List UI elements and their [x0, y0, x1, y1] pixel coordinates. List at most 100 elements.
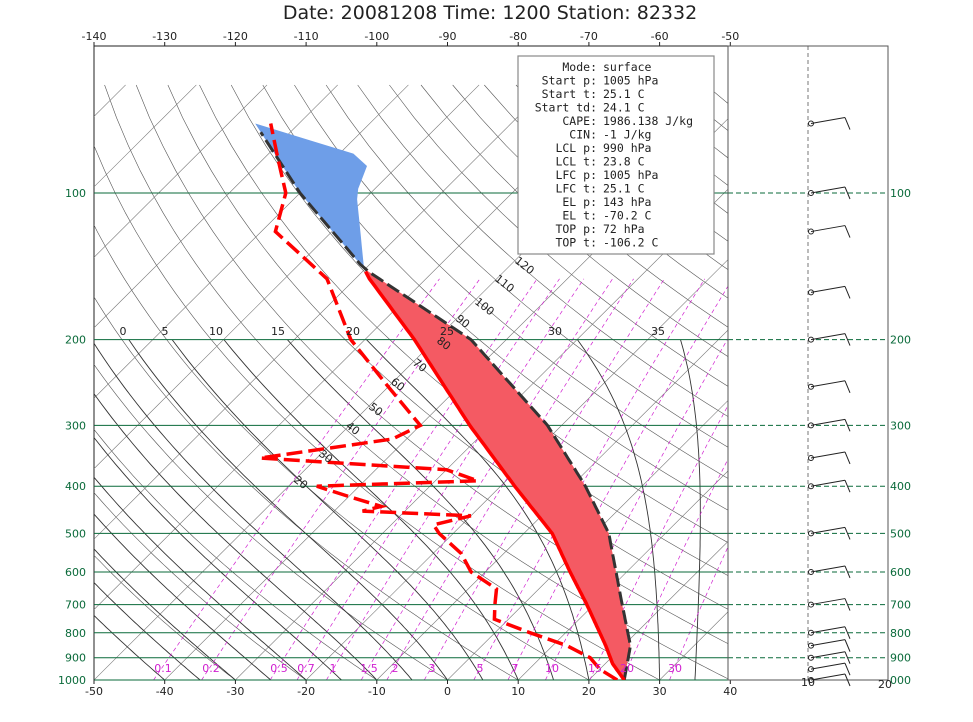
top-tick-label: -60 [651, 30, 669, 43]
info-value: 1005 hPa [603, 74, 658, 88]
wind-barb-shaft [810, 639, 846, 647]
moist-adiabat-line [680, 339, 701, 680]
bottom-tick-label: 10 [511, 685, 525, 698]
pressure-axis-right: 100 200 300 400 500 600 700 800 900 000 [890, 187, 911, 687]
info-label: Start t: [542, 87, 597, 101]
bottom-tick-label: 0 [444, 685, 451, 698]
dry-adiabat-label: 110 [492, 272, 517, 295]
info-label: EL t: [562, 209, 597, 223]
isotherm-line [94, 84, 480, 470]
cin-area [255, 123, 367, 269]
dry-adiabat-label: 40 [343, 419, 362, 438]
pressure-tick-label: 600 [65, 566, 86, 579]
pressure-tick-label: 200 [65, 334, 86, 347]
pressure-tick-label-right: 100 [890, 187, 911, 200]
wind-barb-shaft [810, 451, 846, 459]
bottom-tick-label: -20 [297, 685, 315, 698]
moist-adiabat-label: 5 [162, 325, 169, 338]
isotherm-line [376, 329, 728, 680]
top-tick-label: -130 [152, 30, 177, 43]
top-tick-label: -140 [82, 30, 107, 43]
top-tick-label: -70 [580, 30, 598, 43]
dry-adiabat-line [262, 84, 728, 511]
moist-adiabat-line [94, 392, 378, 680]
isotherm-line [588, 540, 728, 680]
pressure-tick-label: 900 [65, 652, 86, 665]
pressure-tick-label: 800 [65, 627, 86, 640]
bottom-tick-label: 30 [653, 685, 667, 698]
pressure-tick-label: 300 [65, 419, 86, 432]
dry-adiabat-line [738, 85, 973, 690]
info-label: LCL p: [555, 141, 597, 155]
bottom-tick-label: 20 [582, 685, 596, 698]
moist-adiabat-label: 0 [120, 325, 127, 338]
info-label: LFC p: [555, 168, 597, 182]
info-value: surface [603, 60, 652, 74]
wind-barb-shaft [810, 626, 846, 634]
dry-adiabat-line [94, 363, 449, 680]
isotherm-line [791, 85, 973, 690]
info-value: 25.1 C [603, 182, 645, 196]
wind-barb-feather [844, 673, 851, 687]
bottom-tick-label: -40 [156, 685, 174, 698]
moist-adiabats [94, 339, 761, 680]
info-value: 24.1 C [603, 101, 645, 115]
dry-adiabat-line [357, 84, 728, 417]
dry-adiabat-line [325, 84, 728, 448]
moist-adiabat-label: 20 [346, 325, 360, 338]
wind-barb-feather [844, 333, 851, 346]
top-tick-label: -100 [364, 30, 389, 43]
bottom-tick-label: -10 [368, 685, 386, 698]
mixing-ratio-label: 0.5 [270, 662, 288, 675]
pressure-tick-label-right: 300 [890, 419, 911, 432]
top-axis: -140 -130 -120 -110 -100 -90 -80 -70 -60 -50 [82, 30, 739, 46]
info-value: 1005 hPa [603, 168, 658, 182]
isotherm-line [0, 85, 55, 690]
top-tick-label: -110 [294, 30, 319, 43]
pressure-tick-label-right: 800 [890, 627, 911, 640]
pressure-tick-label: 1000 [58, 674, 86, 687]
isotherm-line [94, 84, 338, 329]
pressure-tick-label: 400 [65, 480, 86, 493]
moist-adiabat-line [730, 340, 761, 680]
mixing-ratio-line [621, 458, 728, 680]
mixing-ratio-label: 1 [330, 662, 337, 675]
moist-adiabat-line [94, 614, 165, 680]
moist-adiabat-label: 35 [651, 325, 665, 338]
info-value: 23.8 C [603, 155, 645, 169]
parcel-info-box: Mode: surface Start p: 1005 hPa Start t: 25.1… [517, 55, 715, 255]
mixing-ratio-line [423, 278, 665, 680]
wind-barb-feather [844, 662, 851, 676]
mixing-ratio-label: 15 [588, 662, 602, 675]
top-tick-label: -80 [509, 30, 527, 43]
isotherm-line [305, 259, 728, 680]
wind-barbs [808, 117, 851, 687]
wind-barb-feather [844, 565, 851, 579]
wind-barb-feather [844, 419, 851, 432]
moist-adiabat-line [94, 548, 236, 680]
moist-adiabat-label: 15 [271, 325, 285, 338]
pressure-tick-label: 500 [65, 527, 86, 540]
wind-barb-shaft [810, 565, 846, 573]
info-value: -106.2 C [603, 236, 658, 250]
info-label: TOP p: [555, 222, 597, 236]
pressure-tick-label-right: 700 [890, 599, 911, 612]
mixing-ratio-labels: 0.1 0.2 0.5 0.7 1 1.5 2 3 5 7 10 15 20 30 [154, 662, 682, 675]
bottom-tick-label: -50 [85, 685, 103, 698]
bottom-tick-label: 40 [723, 685, 737, 698]
wind-barb-feather [844, 225, 851, 238]
info-label: Start p: [542, 74, 597, 88]
mixing-ratio-label: 0.1 [154, 662, 172, 675]
isotherm-line [720, 85, 973, 690]
mixing-ratio-line [386, 278, 634, 680]
mixing-ratio-label: 7 [512, 662, 519, 675]
wind-barb-shaft [810, 673, 846, 681]
wind-barb-feather [844, 527, 851, 540]
mixing-ratio-label: 5 [477, 662, 484, 675]
pressure-tick-label-right: 200 [890, 334, 911, 347]
mixing-ratio-label: 3 [429, 662, 436, 675]
info-label: TOP t: [555, 236, 597, 250]
dry-adiabat-line [94, 296, 519, 680]
dry-adiabat-line [104, 84, 728, 680]
top-tick-label: -120 [223, 30, 248, 43]
